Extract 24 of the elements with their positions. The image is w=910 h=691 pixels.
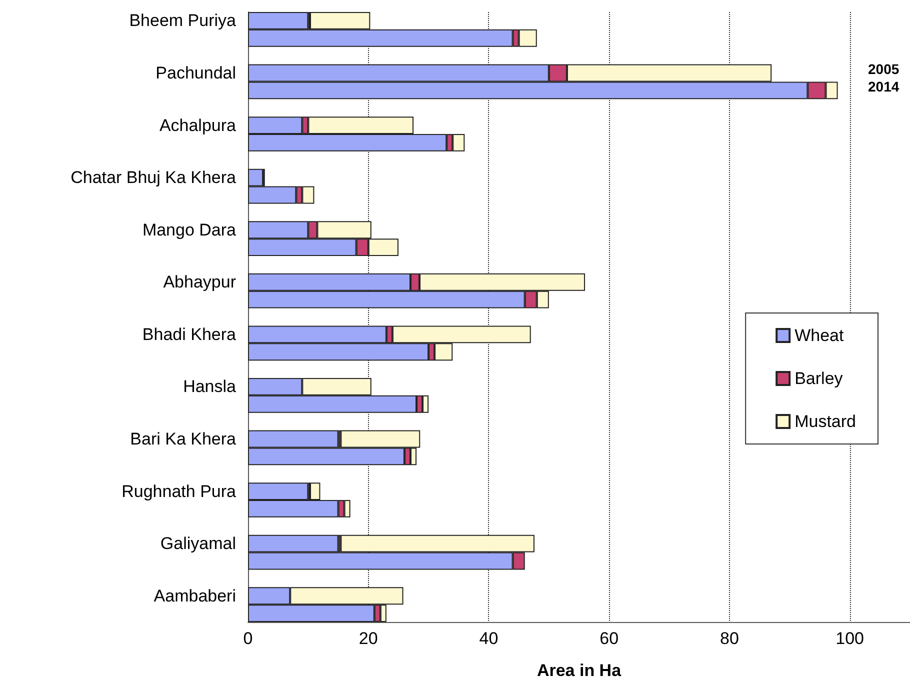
legend-label: Mustard xyxy=(794,412,856,431)
y-tick-label: Rughnath Pura xyxy=(122,482,237,501)
y-tick-label: Mango Dara xyxy=(142,220,237,240)
x-tick-label: 40 xyxy=(479,629,498,648)
y-tick-label: Aambaberi xyxy=(154,586,236,606)
legend-label: Wheat xyxy=(794,326,844,345)
annotation: 2014 xyxy=(868,78,900,94)
y-tick-label: Galiyamal xyxy=(160,534,236,554)
y-tick-label: Bheem Puriya xyxy=(129,11,237,30)
x-tick-label: 20 xyxy=(358,629,378,648)
y-tick-label: Abhaypur xyxy=(163,272,236,292)
x-tick-label: 60 xyxy=(600,629,619,648)
y-tick-label: Bhadi Khera xyxy=(142,324,237,344)
y-tick-label: Bari Ka Khera xyxy=(130,430,237,448)
legend-label: Barley xyxy=(794,369,844,388)
annotation: 2005 xyxy=(868,61,900,77)
y-tick-label: Hansla xyxy=(183,377,237,396)
x-tick-label: 0 xyxy=(243,629,253,648)
y-tick-label: Achalpura xyxy=(159,116,237,135)
x-tick-label: 100 xyxy=(836,629,864,648)
x-tick-label: 80 xyxy=(720,629,739,648)
x-axis-title: Area in Ha xyxy=(536,661,622,680)
y-tick-label: Pachundal xyxy=(156,64,236,82)
y-tick-label: Chatar Bhuj Ka Khera xyxy=(70,168,237,188)
